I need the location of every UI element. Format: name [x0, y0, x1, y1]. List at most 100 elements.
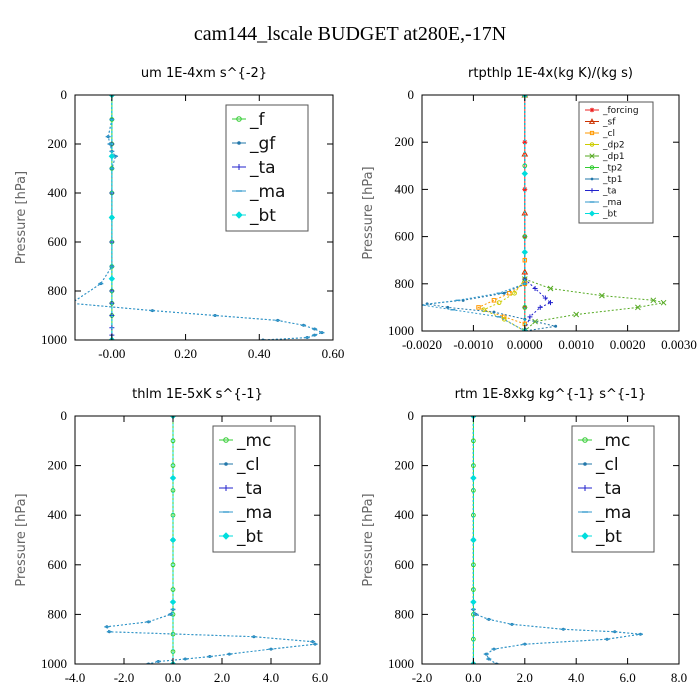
legend: _f _gf _ta _ma _bt	[225, 104, 309, 232]
data-point	[507, 290, 512, 296]
y-tick-label: 0	[408, 87, 415, 102]
data-point	[501, 314, 507, 320]
y-tick-label: 400	[48, 185, 68, 200]
panels-container: um 1E-4xm s^{-2} Pressure [hPa] 0 200 400 600…	[14, 66, 697, 685]
legend-label: _bt	[236, 527, 263, 547]
legend: _mc _cl _ta _ma _bt	[571, 425, 655, 553]
legend-marker	[589, 153, 595, 159]
legend-label: _bt	[602, 210, 617, 220]
y-tick-label: 1000	[388, 656, 414, 671]
data-point	[471, 463, 476, 468]
data-point	[491, 298, 497, 303]
y-tick-label: 200	[395, 134, 415, 149]
data-point	[522, 305, 528, 310]
x-tick-label: 0.0	[165, 670, 181, 685]
legend-box	[225, 104, 309, 232]
data-point	[471, 587, 476, 592]
legend-label: _bt	[249, 206, 276, 226]
x-tick-label: 2.0	[214, 670, 230, 685]
panel-rtm: rtm 1E-8xkg kg^{-1} s^{-1} Pressure [hPa]…	[361, 387, 687, 685]
legend-marker	[222, 532, 230, 540]
y-tick-label: 800	[395, 276, 415, 291]
legend-label: _ta	[236, 479, 263, 499]
data-point	[521, 268, 529, 275]
data-point	[527, 314, 533, 320]
data-point	[481, 307, 487, 313]
data-point	[532, 286, 538, 292]
legend: _forcing _sf_cl _dp2_dp1 _tp2_tp1 _ta_ma _bt	[578, 101, 654, 224]
data-point	[501, 316, 507, 322]
y-axis-label: Pressure [hPa]	[14, 493, 29, 586]
x-tick-label: -4.0	[65, 670, 86, 685]
data-point	[470, 598, 477, 606]
legend-marker	[223, 437, 229, 443]
legend-label: _dp1	[602, 152, 625, 162]
series-group	[470, 416, 643, 664]
legend-label: _ma	[249, 182, 285, 202]
y-tick-label: 600	[48, 557, 68, 572]
data-point	[108, 275, 116, 282]
y-tick-label: 800	[48, 606, 68, 621]
x-tick-label: -2.0	[114, 670, 135, 685]
legend-box	[212, 425, 296, 553]
data-point	[532, 318, 538, 325]
data-point	[548, 300, 553, 306]
legend-marker	[589, 130, 595, 136]
legend-label: _bt	[595, 527, 622, 547]
series-line-ma	[472, 416, 641, 664]
legend-marker	[588, 118, 596, 124]
legend-label: _tp1	[602, 175, 622, 185]
legend-marker	[589, 188, 595, 193]
data-point	[512, 290, 517, 296]
y-tick-label: 200	[395, 458, 415, 473]
x-tick-label: 0.0010	[558, 337, 594, 352]
data-point	[547, 285, 554, 292]
data-point	[521, 170, 529, 177]
x-tick-label: 2.0	[517, 670, 533, 685]
data-point	[470, 474, 477, 482]
data-point	[108, 214, 116, 221]
legend-label: _mc	[236, 431, 271, 451]
data-point	[522, 257, 528, 263]
data-point	[522, 186, 528, 192]
data-point	[169, 536, 177, 544]
legend-label: _gf	[249, 134, 276, 154]
figure-title: cam144_lscale BUDGET at280E,-17N	[194, 23, 506, 45]
data-point	[650, 297, 657, 304]
legend-label: _sf	[602, 118, 616, 128]
x-tick-label: 4.0	[568, 670, 584, 685]
legend-marker	[588, 210, 596, 217]
legend-marker	[581, 532, 589, 540]
data-point	[169, 598, 177, 606]
y-tick-label: 1000	[41, 332, 67, 347]
x-tick-label: 4.0	[263, 670, 279, 685]
data-point	[635, 304, 641, 311]
y-tick-label: 0	[61, 408, 68, 423]
legend-label: _ma	[602, 198, 622, 208]
legend-label: _ta	[249, 158, 276, 178]
legend-marker	[589, 165, 595, 170]
y-tick-label: 0	[61, 87, 68, 102]
data-point	[496, 300, 502, 306]
data-point	[521, 248, 529, 256]
x-tick-label: -0.0020	[402, 337, 442, 352]
legend-marker	[582, 485, 588, 491]
data-point	[471, 438, 476, 444]
legend-marker	[224, 462, 228, 466]
y-tick-label: 1000	[388, 323, 414, 338]
data-point	[476, 305, 481, 310]
panel-title: rtm 1E-8xkg kg^{-1} s^{-1}	[455, 387, 647, 402]
legend-label: _cl	[595, 455, 619, 475]
legend-marker	[223, 485, 229, 491]
y-tick-label: 600	[395, 557, 415, 572]
x-tick-label: 0.0	[465, 670, 481, 685]
y-axis-label: Pressure [hPa]	[14, 171, 29, 264]
legend-label: _dp2	[602, 141, 625, 151]
y-tick-label: 400	[395, 507, 415, 522]
data-point	[522, 234, 528, 239]
y-tick-label: 400	[48, 507, 68, 522]
data-point	[502, 291, 506, 295]
legend-label: _ma	[236, 503, 272, 523]
legend-label: _cl	[236, 455, 260, 475]
